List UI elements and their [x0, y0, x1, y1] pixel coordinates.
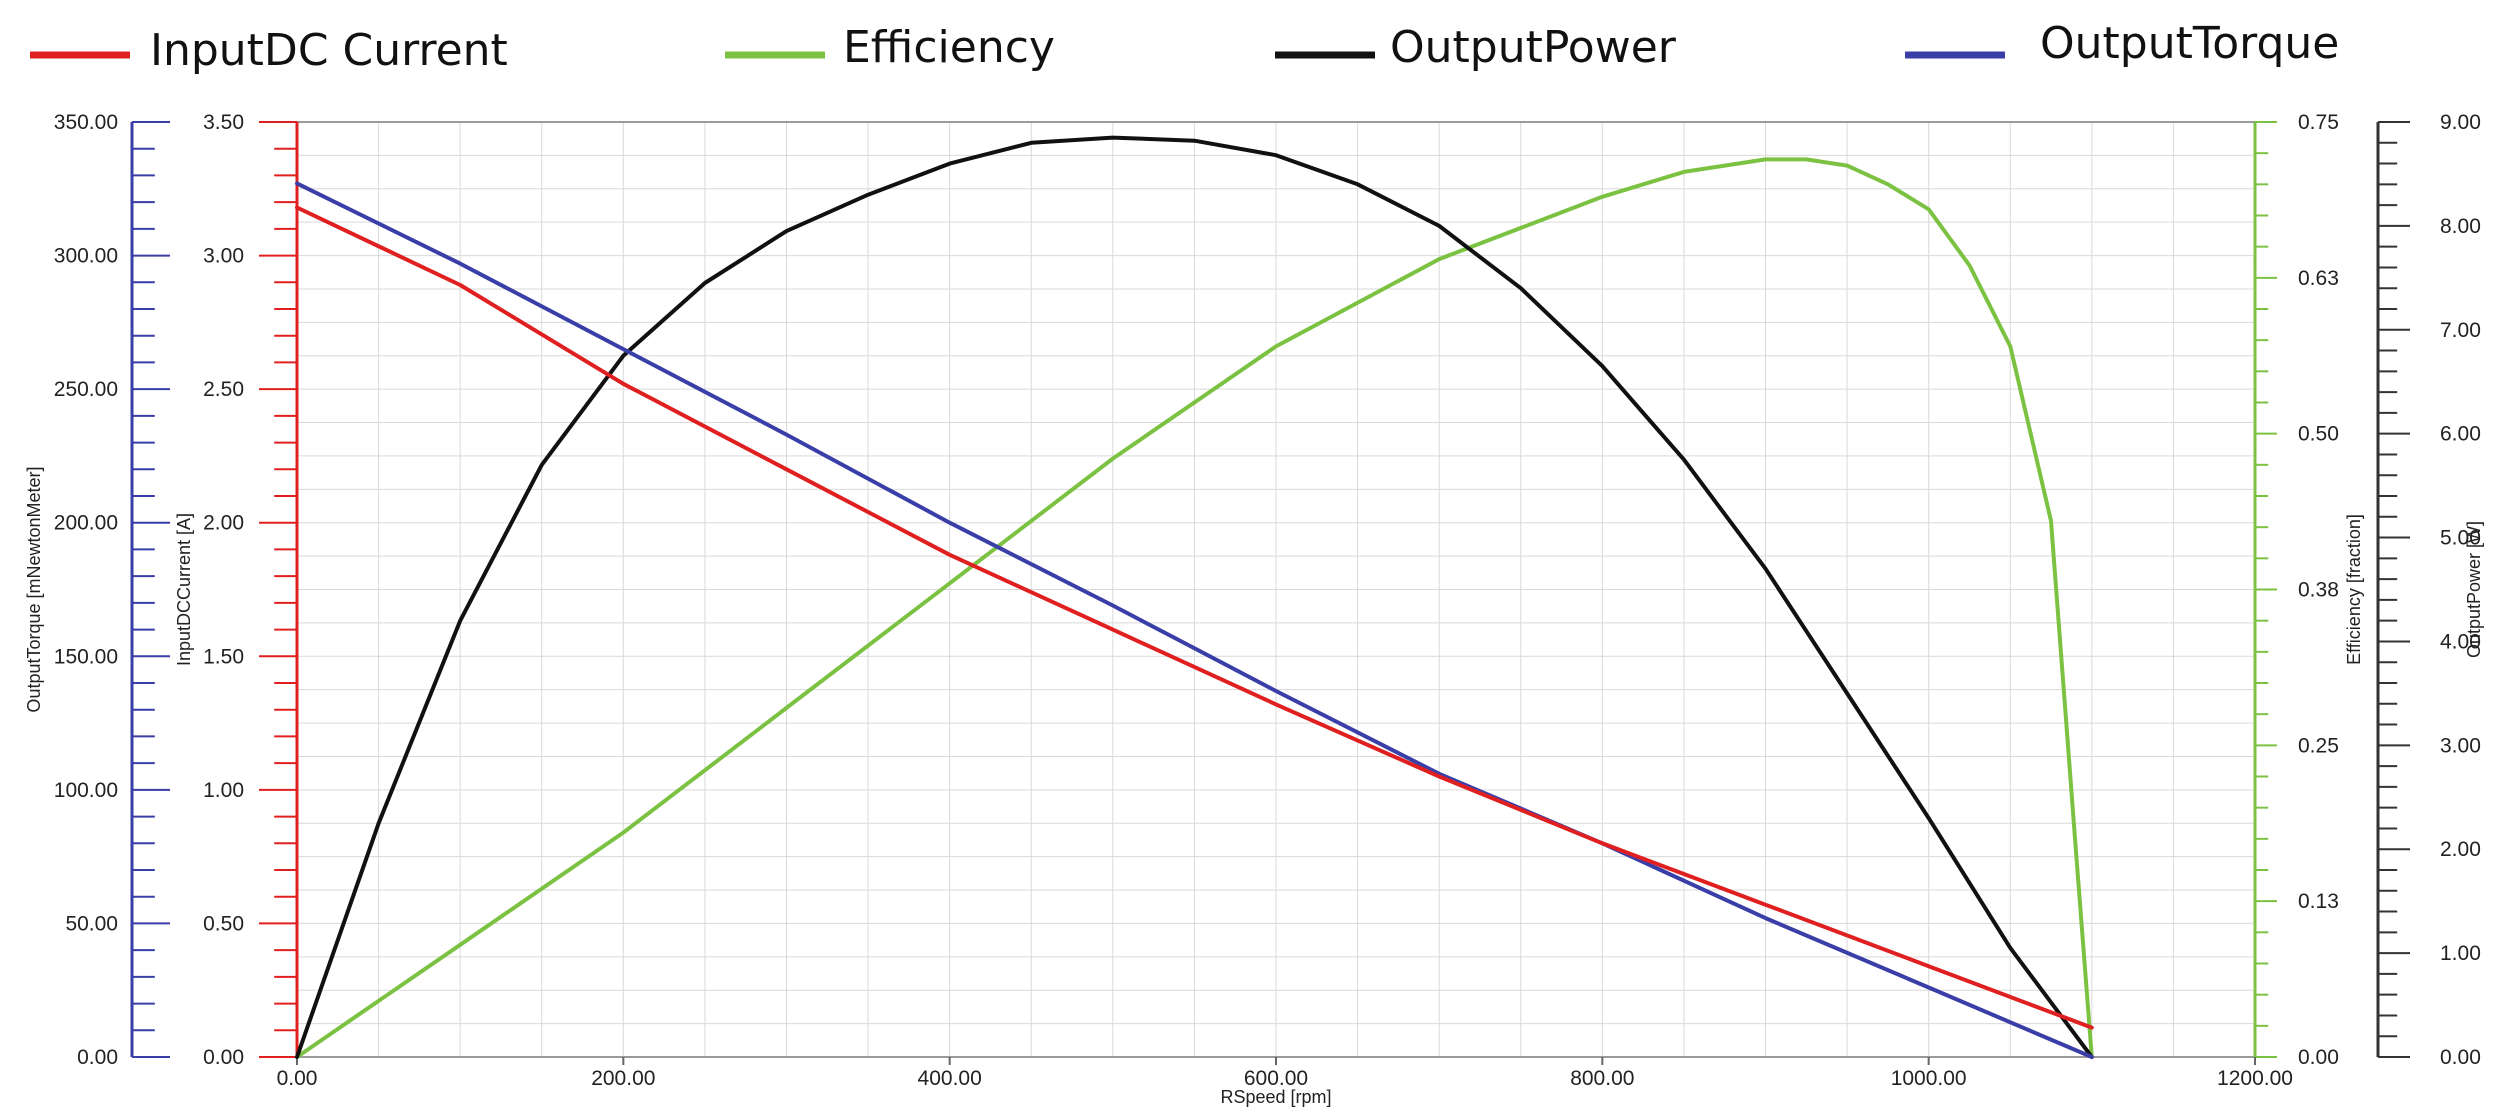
current-tick-label: 0.50 — [203, 912, 244, 935]
x-axis: 0.00 200.00 400.00 600.00 800.00 1000.00 1200.… — [277, 1057, 2293, 1107]
series-line-outputtorque — [295, 181, 2094, 1059]
legend-label-power: OutputPower — [1390, 22, 1677, 73]
x-tick-label: 1200.00 — [2217, 1067, 2293, 1090]
efficiency-axis: 0.00 0.13 0.25 0.38 0.50 0.63 0.75 Efficiency [… — [2253, 111, 2364, 1069]
efficiency-tick-label: 0.13 — [2298, 890, 2339, 913]
power-tick-label: 8.00 — [2440, 215, 2481, 238]
current-tick-label: 2.50 — [203, 378, 244, 401]
power-tick-label: 9.00 — [2440, 111, 2481, 134]
x-tick-label: 800.00 — [1570, 1067, 1634, 1090]
series-line-efficiency — [295, 157, 2094, 1059]
power-axis: 0.00 1.00 2.00 3.00 4.00 5.00 6.00 7.00 8.00 9.00… — [2376, 111, 2484, 1069]
efficiency-tick-label: 0.00 — [2298, 1046, 2339, 1069]
current-axis-title: InputDCCurrent [A] — [174, 513, 194, 666]
legend-item-current[interactable]: InputDC Current — [30, 25, 508, 76]
x-axis-title: RSpeed [rpm] — [1220, 1087, 1331, 1107]
efficiency-tick-label: 0.38 — [2298, 579, 2339, 602]
torque-tick-label: 100.00 — [54, 779, 118, 802]
efficiency-tick-label: 0.25 — [2298, 734, 2339, 757]
current-axis: 0.00 0.50 1.00 1.50 2.00 2.50 3.00 3.50 InputDCC… — [174, 111, 299, 1069]
current-tick-label: 0.00 — [203, 1046, 244, 1069]
efficiency-axis-title: Efficiency [fraction] — [2344, 514, 2364, 665]
current-tick-label: 1.50 — [203, 645, 244, 668]
power-tick-label: 6.00 — [2440, 423, 2481, 446]
power-tick-label: 3.00 — [2440, 734, 2481, 757]
torque-tick-label: 0.00 — [77, 1046, 118, 1069]
axes: 0.00 50.00 100.00 150.00 200.00 250.00 300.00 3… — [24, 111, 2484, 1107]
torque-tick-label: 200.00 — [54, 512, 118, 535]
power-tick-label: 1.00 — [2440, 942, 2481, 965]
legend-item-power[interactable]: OutputPower — [1275, 22, 1677, 73]
x-tick-label: 0.00 — [277, 1067, 318, 1090]
plot-grid — [297, 122, 2255, 1057]
torque-tick-label: 300.00 — [54, 245, 118, 268]
torque-tick-label: 350.00 — [54, 111, 118, 134]
current-tick-label: 3.00 — [203, 245, 244, 268]
x-tick-label: 600.00 — [1244, 1067, 1308, 1090]
torque-tick-label: 50.00 — [65, 912, 118, 935]
legend-label-current: InputDC Current — [150, 25, 508, 76]
torque-axis: 0.00 50.00 100.00 150.00 200.00 250.00 300.00 3… — [24, 111, 170, 1069]
current-tick-label: 1.00 — [203, 779, 244, 802]
efficiency-tick-label: 0.75 — [2298, 111, 2339, 134]
series-layer — [295, 135, 2094, 1059]
power-axis-title: OutputPower [W] — [2464, 521, 2484, 658]
power-tick-label: 2.00 — [2440, 838, 2481, 861]
legend-item-torque[interactable]: OutputTorque — [1905, 18, 2339, 69]
x-tick-label: 200.00 — [591, 1067, 655, 1090]
series-line-outputpower — [295, 135, 2094, 1059]
efficiency-tick-label: 0.63 — [2298, 267, 2339, 290]
power-tick-label: 7.00 — [2440, 319, 2481, 342]
torque-axis-title: OutputTorque [mNewtonMeter] — [24, 466, 44, 712]
current-tick-label: 3.50 — [203, 111, 244, 134]
torque-tick-label: 250.00 — [54, 378, 118, 401]
power-tick-label: 5.00 — [2440, 527, 2481, 550]
torque-tick-label: 150.00 — [54, 645, 118, 668]
x-tick-label: 1000.00 — [1891, 1067, 1967, 1090]
x-tick-label: 400.00 — [918, 1067, 982, 1090]
legend-label-torque: OutputTorque — [2040, 18, 2339, 69]
legend-item-efficiency[interactable]: Efficiency — [725, 22, 1055, 73]
legend-label-efficiency: Efficiency — [843, 22, 1055, 73]
power-tick-label: 4.00 — [2440, 630, 2481, 653]
legend: InputDC Current Efficiency OutputPower O… — [30, 18, 2339, 76]
efficiency-tick-label: 0.50 — [2298, 423, 2339, 446]
current-tick-label: 2.00 — [203, 512, 244, 535]
power-tick-label: 0.00 — [2440, 1046, 2481, 1069]
series-line-inputdc-current — [295, 205, 2094, 1030]
